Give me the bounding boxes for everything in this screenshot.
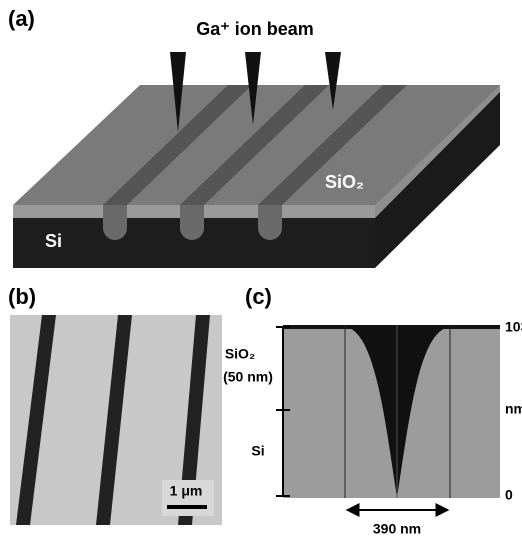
beam-label: Ga⁺ ion beam xyxy=(196,19,314,39)
figure: (a) Ga⁺ ion beam SiO₂ Si (b) 1 μm (c) xyxy=(0,0,522,541)
width-label: 390 nm xyxy=(373,521,421,537)
oxide-label: SiO₂ xyxy=(225,346,255,362)
panel-label: (b) xyxy=(8,284,36,309)
groove-section xyxy=(180,205,204,240)
groove-section xyxy=(103,205,127,240)
panel-label: (a) xyxy=(8,6,35,31)
substrate-label: Si xyxy=(45,231,62,251)
groove-section xyxy=(258,205,282,240)
panel-b: (b) 1 μm xyxy=(8,284,222,525)
top-label: 103 xyxy=(505,319,522,335)
unit-label: nm xyxy=(505,401,522,417)
panel-c: (c) SiO₂ (50 nm) Si 103 nm 0 390 nm xyxy=(223,284,522,537)
scale-bar xyxy=(167,505,207,509)
panel-a: (a) Ga⁺ ion beam SiO₂ Si xyxy=(8,6,500,268)
oxide-label: SiO₂ xyxy=(325,172,364,192)
panel-label: (c) xyxy=(245,284,272,309)
substrate-label: Si xyxy=(251,443,264,459)
bottom-label: 0 xyxy=(505,487,513,503)
scale-label: 1 μm xyxy=(170,483,203,499)
oxide-thickness: (50 nm) xyxy=(223,369,273,385)
